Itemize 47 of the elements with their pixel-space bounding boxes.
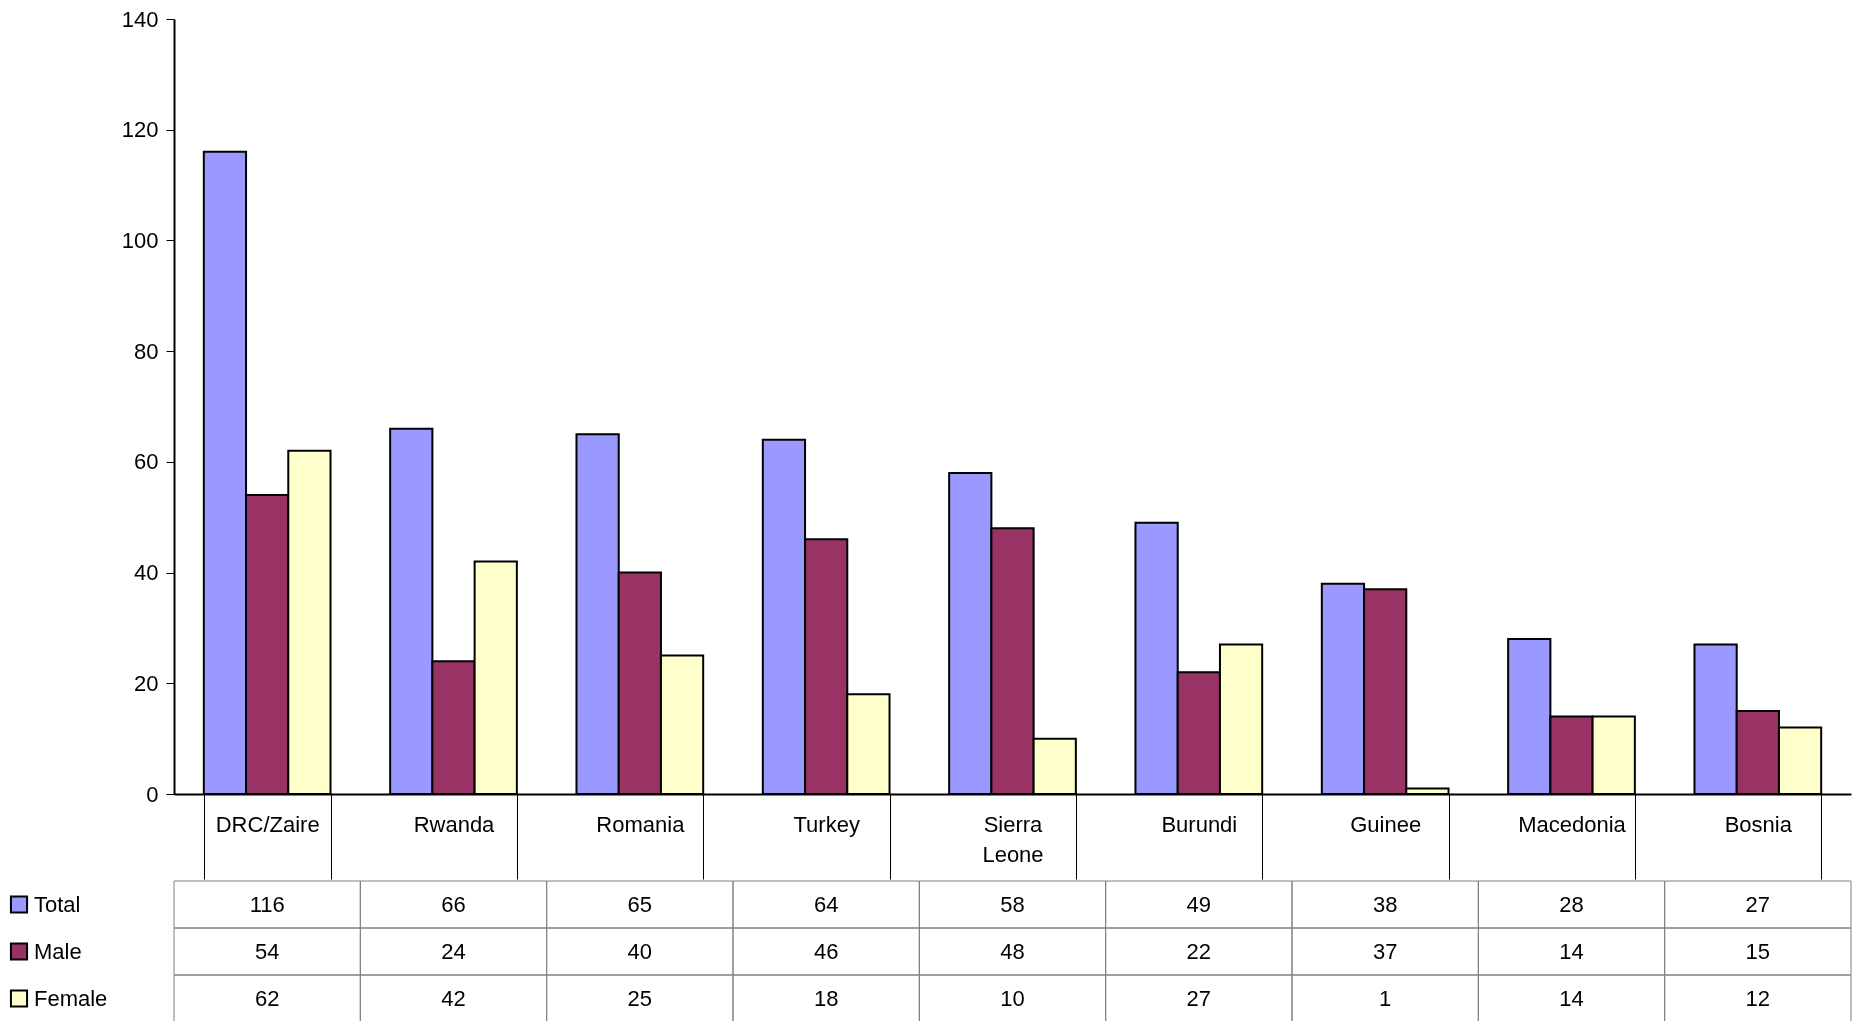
data-label: 38 (1372, 891, 1398, 917)
data-label: 54 (254, 938, 280, 964)
data-label: 49 (1186, 891, 1212, 917)
data-label: 12 (1745, 985, 1771, 1011)
data-label: 22 (1186, 938, 1212, 964)
x-tick-label: Sierra Leone (982, 812, 1044, 867)
x-tick-label: Turkey (793, 812, 860, 837)
y-tick-label: 60 (134, 449, 159, 475)
legend-label: Female (34, 985, 108, 1011)
data-label: 64 (813, 891, 839, 917)
x-tick-label: Romania (596, 812, 686, 837)
data-label: 62 (254, 985, 280, 1011)
data-label: 116 (249, 891, 285, 917)
legend-label: Male (34, 938, 82, 964)
data-label: 15 (1745, 938, 1771, 964)
data-label: 1 (1379, 985, 1392, 1011)
data-label: 14 (1559, 985, 1584, 1011)
data-label: 25 (627, 985, 653, 1011)
y-tick-label: 100 (121, 227, 159, 253)
x-tick-label: Rwanda (413, 812, 496, 837)
data-label: 10 (1000, 985, 1025, 1011)
y-tick-label: 140 (121, 6, 159, 32)
data-label: 42 (441, 985, 466, 1011)
x-tick-label: Burundi (1161, 812, 1238, 837)
data-label: 14 (1559, 938, 1584, 964)
data-label: 27 (1745, 891, 1771, 917)
data-label: 65 (627, 891, 653, 917)
x-tick-label: Guinee (1350, 812, 1422, 837)
data-label: 24 (441, 938, 466, 964)
y-tick-label: 40 (134, 560, 159, 586)
y-tick-label: 120 (121, 117, 159, 143)
x-tick-label: DRC/Zaire (215, 812, 320, 837)
y-tick-label: 0 (146, 781, 159, 807)
data-label: 28 (1559, 891, 1584, 917)
data-label: 27 (1186, 985, 1212, 1011)
data-label: 48 (1000, 938, 1025, 964)
data-label: 40 (627, 938, 653, 964)
data-label: 37 (1372, 938, 1398, 964)
data-label: 58 (1000, 891, 1025, 917)
legend-label: Total (34, 891, 81, 917)
y-tick-label: 20 (134, 670, 159, 696)
data-label: 66 (441, 891, 466, 917)
y-tick-label: 80 (134, 338, 159, 364)
x-tick-label: Macedonia (1518, 812, 1627, 837)
data-label: 46 (813, 938, 839, 964)
x-tick-label: Bosnia (1724, 812, 1793, 837)
data-label: 18 (813, 985, 839, 1011)
